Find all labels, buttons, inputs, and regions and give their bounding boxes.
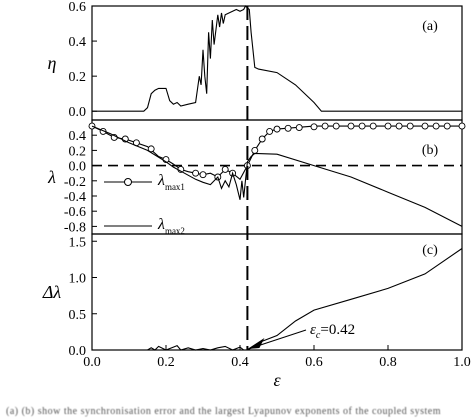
panel-3: 0.0 0.5 1.0 1.5 0.0 0.2 0.4 0.6 0.8 1.0 Δλ ε (c) εc=0… bbox=[42, 233, 471, 390]
x-tick-label: 0.4 bbox=[231, 355, 249, 370]
data-point-marker bbox=[384, 122, 392, 130]
data-point-marker bbox=[369, 122, 377, 130]
data-point-marker bbox=[432, 122, 440, 130]
y-tick-label: 0.4 bbox=[69, 129, 87, 144]
panel-frame bbox=[91, 5, 463, 121]
x-tick-label: 0.0 bbox=[83, 355, 101, 370]
data-point-marker bbox=[251, 146, 259, 154]
y-axis-label: η bbox=[48, 53, 57, 73]
panel-2: 0.40.20.0-0.2-0.4-0.6-0.8 λ (b) λmax1 λmax2 bbox=[47, 119, 466, 236]
y-tick-label: 1.5 bbox=[69, 235, 87, 250]
y-tick-label: -0.2 bbox=[64, 175, 86, 190]
data-point-marker bbox=[221, 165, 229, 173]
panel-label: (c) bbox=[422, 243, 438, 258]
y-axis-label: λ bbox=[47, 167, 56, 187]
chart-panels: 0.00.20.40.6η(a)0.40.20.0-0.2-0.4-0.6-0.… bbox=[42, 0, 471, 390]
y-tick-label: 0.2 bbox=[69, 70, 87, 85]
series-line-1 bbox=[92, 5, 462, 112]
y-tick-label: 0.2 bbox=[69, 144, 87, 159]
panel-frame bbox=[91, 119, 463, 235]
data-point-marker bbox=[258, 135, 266, 143]
legend-entry-2: λmax2 bbox=[157, 216, 185, 236]
series-line-2 bbox=[91, 125, 463, 227]
data-point-marker bbox=[321, 122, 329, 130]
annotation-arrow-head bbox=[247, 338, 265, 349]
data-point-marker bbox=[443, 122, 451, 130]
data-point-marker bbox=[358, 122, 366, 130]
y-tick-label: -0.4 bbox=[64, 190, 86, 205]
data-point-marker bbox=[310, 123, 318, 131]
y-tick-label: 1.0 bbox=[69, 272, 87, 287]
data-point-marker bbox=[406, 122, 414, 130]
panel-1: 0.0 0.2 0.4 0.6 η (a) bbox=[48, 0, 463, 121]
data-point-marker bbox=[147, 145, 155, 153]
y-tick-label: 0.4 bbox=[69, 35, 87, 50]
legend-entry-1: λmax1 bbox=[157, 172, 185, 192]
data-point-marker bbox=[88, 122, 96, 130]
x-axis-label: ε bbox=[273, 370, 281, 390]
annotation-text: εc=0.42 bbox=[310, 322, 355, 341]
annotation-arrow-line bbox=[257, 329, 307, 347]
data-point-marker bbox=[421, 122, 429, 130]
y-tick-label: 0.0 bbox=[69, 344, 87, 359]
y-tick-label: -0.8 bbox=[64, 220, 86, 235]
series-line-1 bbox=[92, 248, 463, 351]
data-point-marker bbox=[347, 122, 355, 130]
y-axis-label: Δλ bbox=[42, 282, 62, 302]
x-tick-label: 0.2 bbox=[157, 355, 175, 370]
data-point-marker bbox=[332, 122, 340, 130]
y-tick-label: 0.0 bbox=[69, 105, 87, 120]
panel-label: (b) bbox=[422, 143, 439, 158]
y-tick-label: -0.6 bbox=[64, 205, 86, 220]
panel-label: (a) bbox=[422, 19, 438, 34]
y-tick-label: 0.5 bbox=[69, 308, 87, 323]
data-point-marker bbox=[199, 171, 207, 179]
data-point-marker bbox=[284, 124, 292, 132]
data-point-marker bbox=[266, 127, 274, 135]
data-point-marker bbox=[295, 124, 303, 132]
x-tick-label: 1.0 bbox=[453, 355, 471, 370]
data-point-marker bbox=[395, 122, 403, 130]
data-point-marker bbox=[458, 122, 466, 130]
panel-frame bbox=[91, 233, 463, 351]
y-tick-label: 0.0 bbox=[69, 160, 87, 175]
x-tick-label: 0.6 bbox=[305, 355, 323, 370]
figure-caption: (a) (b) show the synchronisation error a… bbox=[6, 406, 441, 417]
series-line-1 bbox=[91, 125, 462, 181]
data-point-marker bbox=[273, 125, 281, 133]
legend: λmax1 λmax2 bbox=[104, 172, 185, 236]
data-point-marker bbox=[192, 169, 200, 177]
legend-marker bbox=[124, 178, 132, 186]
y-tick-label: 0.6 bbox=[69, 0, 87, 15]
x-tick-label: 0.8 bbox=[379, 355, 397, 370]
